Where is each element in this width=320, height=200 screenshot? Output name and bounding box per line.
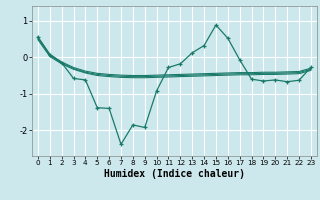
- X-axis label: Humidex (Indice chaleur): Humidex (Indice chaleur): [104, 169, 245, 179]
